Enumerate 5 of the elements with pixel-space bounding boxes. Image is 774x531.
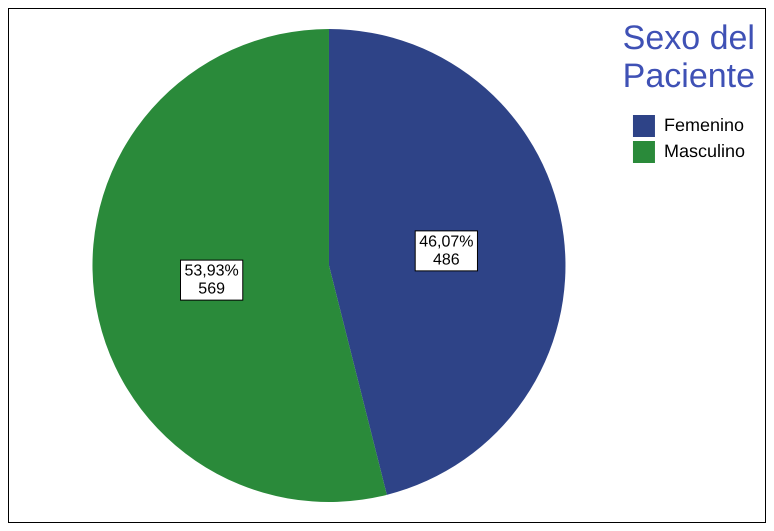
legend-title: Sexo del Paciente bbox=[622, 19, 755, 95]
legend-label: Masculino bbox=[664, 140, 746, 161]
data-label: 46,07% 486 bbox=[419, 233, 474, 268]
data-label: 53,93% 569 bbox=[184, 262, 239, 298]
legend-label: Femenino bbox=[664, 114, 744, 135]
